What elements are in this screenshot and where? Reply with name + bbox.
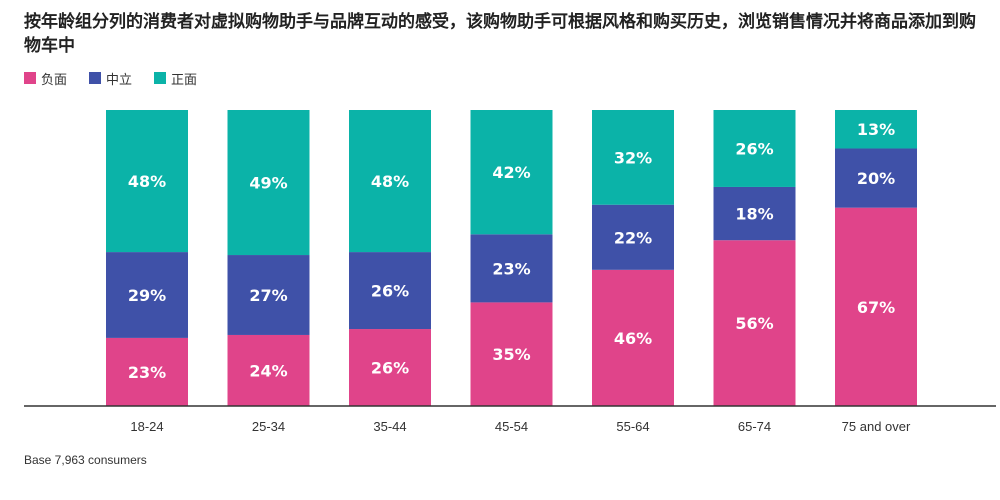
data-label: 26% (735, 139, 773, 158)
bar-segment-neutral-55-64 (592, 204, 674, 270)
data-label: 56% (735, 314, 773, 333)
data-label: 42% (492, 163, 530, 182)
bar-segment-negative-35-44 (349, 329, 431, 406)
legend-label-positive: 正面 (171, 72, 198, 88)
legend-swatch-neutral (89, 72, 102, 84)
bar-segment-positive-55-64 (592, 110, 674, 205)
data-label: 32% (614, 148, 652, 167)
footnote: Base 7,963 consumers (24, 453, 147, 467)
bar-segment-negative-25-34 (227, 334, 310, 406)
data-label: 46% (614, 329, 652, 348)
x-tick-label: 18-24 (130, 419, 163, 434)
bar-segment-negative-45-54 (470, 302, 553, 406)
x-tick-label: 55-64 (616, 419, 649, 434)
data-label: 26% (371, 359, 409, 378)
data-label: 18% (735, 205, 773, 224)
x-tick-label: 35-44 (373, 419, 406, 434)
bar-segment-negative-55-64 (592, 269, 674, 406)
legend-label-negative: 负面 (41, 72, 68, 88)
legend-label-neutral: 中立 (106, 72, 133, 88)
legend: 负面 中立 正面 (24, 68, 219, 88)
data-label: 48% (128, 172, 166, 191)
data-label: 23% (492, 259, 530, 278)
data-label: 27% (249, 286, 287, 305)
bar-segment-neutral-45-54 (470, 234, 553, 303)
data-label: 35% (492, 345, 530, 364)
data-label: 49% (249, 174, 287, 193)
legend-swatch-positive (154, 72, 167, 84)
bar-segment-neutral-35-44 (349, 252, 431, 330)
data-label: 22% (614, 228, 652, 247)
bar-segment-neutral-75-and-over (835, 148, 917, 208)
x-tick-label: 65-74 (738, 419, 771, 434)
data-label: 67% (857, 298, 895, 317)
legend-item-negative: 负面 (24, 69, 67, 88)
data-label: 48% (371, 172, 409, 191)
data-label: 29% (128, 286, 166, 305)
chart-title: 按年龄组分列的消费者对虚拟购物助手与品牌互动的感受，该购物助手可根据风格和购买历… (24, 12, 976, 56)
bar-segment-neutral-25-34 (227, 255, 310, 335)
data-label: 23% (128, 363, 166, 382)
bar-segment-positive-35-44 (349, 110, 431, 253)
data-label: 20% (857, 169, 895, 188)
legend-swatch-negative (24, 72, 36, 84)
data-label: 26% (371, 282, 409, 301)
bar-segment-positive-18-24 (106, 110, 188, 253)
legend-item-positive: 正面 (154, 69, 197, 88)
bar-segment-negative-65-74 (713, 240, 796, 406)
bar-segment-neutral-18-24 (106, 252, 188, 338)
bar-segment-positive-65-74 (713, 110, 796, 187)
data-label: 24% (249, 361, 287, 380)
stacked-bar-chart: 23% 29% 48% 18-24 24% 27% 49% 25-34 26% 26% 48% 35-… (24, 110, 996, 434)
legend-item-neutral: 中立 (89, 69, 132, 88)
data-label: 13% (857, 120, 895, 139)
bar-segment-positive-45-54 (470, 110, 553, 235)
x-tick-label: 45-54 (495, 419, 528, 434)
bar-segment-positive-75-and-over (835, 110, 917, 149)
bar-segment-negative-18-24 (106, 337, 188, 406)
x-tick-label: 75 and over (842, 419, 911, 434)
bar-segment-positive-25-34 (227, 110, 310, 256)
x-tick-label: 25-34 (252, 419, 285, 434)
bar-segment-negative-75-and-over (835, 207, 917, 406)
bar-segment-neutral-65-74 (713, 186, 796, 241)
